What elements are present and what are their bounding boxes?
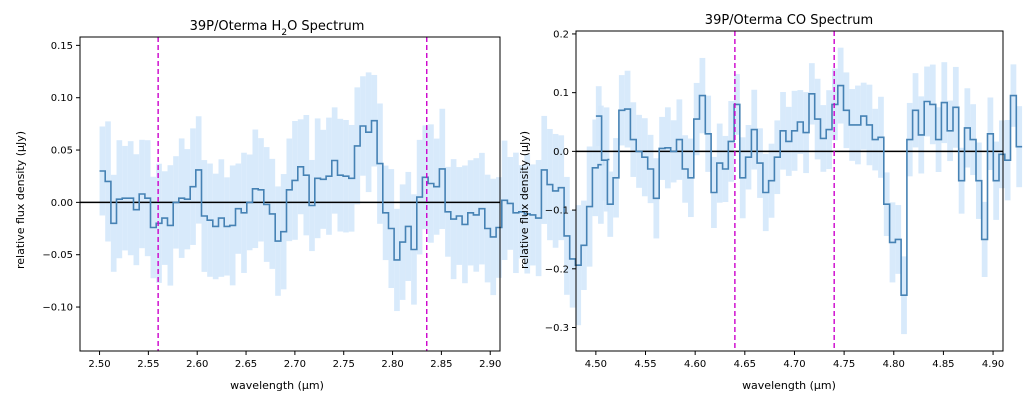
x-tick-label: 4.60	[684, 359, 706, 370]
x-tick-label: 2.60	[186, 359, 208, 370]
y-tick-label: −0.10	[42, 303, 73, 314]
chart-co: 39P/Oterma CO Spectrum wavelength (µm) r…	[518, 13, 1023, 392]
x-tick-label: 4.90	[982, 359, 1004, 370]
y-tick-label: 0.1	[553, 88, 569, 99]
chart-h2o: 39P/Oterma H2O Spectrum wavelength (µm) …	[14, 19, 610, 392]
x-tick-label: 4.70	[783, 359, 805, 370]
plot-area: 2.50 2.55 2.60 2.65 2.70 2.75 2.80 2.85 2.90 −0.1…	[42, 36, 610, 370]
spectrum-line	[595, 84, 1023, 296]
y-tick-label: −0.05	[42, 250, 73, 261]
y-tick-label: 0.10	[51, 93, 73, 104]
x-axis-label: wavelength (µm)	[742, 379, 836, 392]
y-tick-label: −0.2	[545, 264, 569, 275]
x-tick-label: 2.80	[381, 359, 403, 370]
chart-title: 39P/Oterma H2O Spectrum	[190, 19, 365, 38]
axes-frame	[79, 36, 501, 352]
x-tick-label: 2.85	[430, 359, 452, 370]
y-tick-label: 0.00	[51, 198, 73, 209]
x-tick-label: 2.65	[235, 359, 257, 370]
x-tick-label: 2.75	[333, 359, 355, 370]
x-tick-label: 2.70	[284, 359, 306, 370]
x-tick-label: 2.50	[88, 359, 110, 370]
x-tick-label: 4.50	[585, 359, 607, 370]
y-axis-label: relative flux density (µJy)	[518, 131, 531, 269]
y-tick-label: 0.05	[51, 146, 73, 157]
y-tick-label: 0.15	[51, 41, 73, 52]
plot-area: 4.50 4.55 4.60 4.65 4.70 4.75 4.80 4.85 4.90 −0.3…	[545, 29, 1023, 370]
y-tick-label: 0.0	[553, 147, 569, 158]
x-tick-label: 2.55	[137, 359, 159, 370]
spectrum-line	[99, 119, 610, 266]
y-tick-label: −0.3	[545, 323, 569, 334]
x-tick-label: 4.80	[883, 359, 905, 370]
y-tick-label: 0.2	[553, 29, 569, 40]
y-axis-label: relative flux density (µJy)	[14, 131, 27, 269]
x-tick-label: 4.75	[833, 359, 855, 370]
x-tick-label: 2.90	[479, 359, 501, 370]
x-tick-label: 4.65	[734, 359, 756, 370]
axes-frame	[575, 30, 1004, 352]
chart-title: 39P/Oterma CO Spectrum	[705, 13, 873, 28]
x-axis-label: wavelength (µm)	[230, 379, 324, 392]
x-tick-label: 4.85	[932, 359, 954, 370]
y-tick-label: −0.1	[545, 206, 569, 217]
x-tick-label: 4.55	[634, 359, 656, 370]
